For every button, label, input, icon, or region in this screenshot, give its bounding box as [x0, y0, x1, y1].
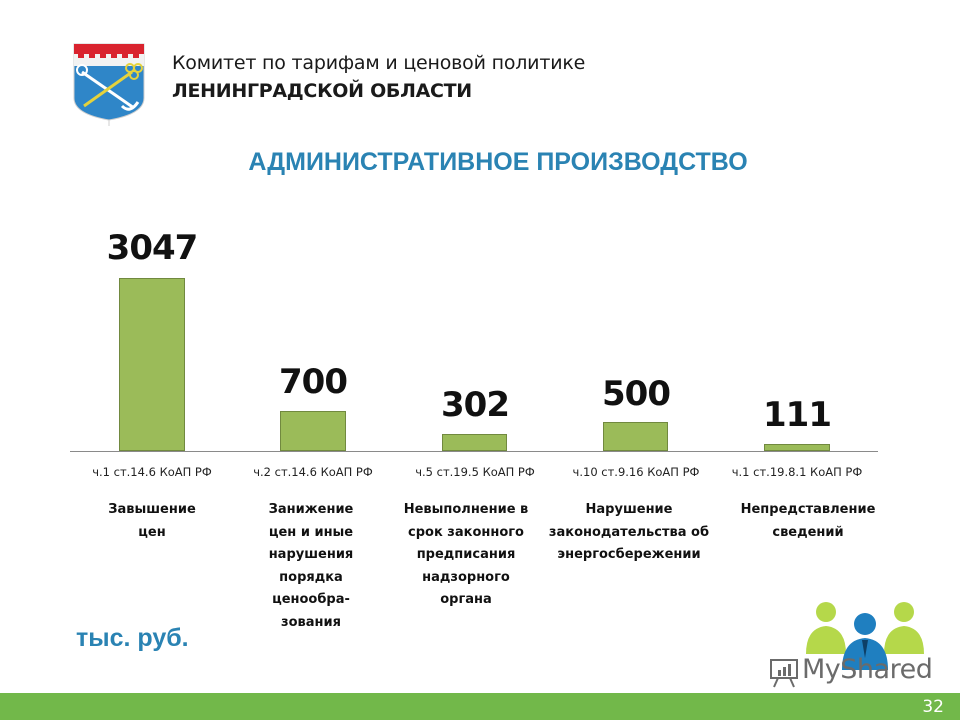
description-line: срок законного [408, 524, 524, 540]
description-line: нарушения [268, 547, 354, 562]
description-line: надзорного [422, 569, 510, 585]
category-label: ч.1 ст.14.6 КоАП РФ [92, 465, 212, 479]
category-description: Занижение цен и иные нарушения порядка ц… [231, 499, 391, 634]
category-description: Завышение цен [72, 499, 232, 544]
description-line: порядка [279, 569, 343, 585]
myshared-people-icon [806, 602, 924, 670]
description-line: предписания [416, 547, 516, 562]
bar-value-label: 500 [602, 374, 671, 414]
category-label: ч.2 ст.14.6 КоАП РФ [253, 465, 373, 479]
category-label: ч.5 ст.19.5 КоАП РФ [415, 465, 535, 479]
presentation-board-icon [770, 659, 798, 688]
description-line: ценообра- [272, 592, 350, 607]
x-axis-line [70, 451, 878, 452]
description-line: энергосбережении [557, 547, 701, 562]
slide-title: АДМИНИСТРАТИВНОЕ ПРОИЗВОДСТВО [248, 148, 748, 176]
bar-value-label: 111 [763, 395, 832, 435]
description-line: Непредставление [740, 502, 876, 517]
description-line: зования [281, 614, 341, 630]
category-description: Нарушение законодательства об энергосбер… [529, 499, 729, 567]
category-description: Непредставление сведений [718, 499, 898, 544]
description-line: Завышение [108, 502, 196, 517]
bar [764, 444, 830, 451]
bar [442, 434, 507, 451]
description-line: Нарушение [585, 502, 673, 517]
page-number: 32 [922, 697, 944, 717]
bar-value-label: 700 [279, 362, 348, 402]
coat-of-arms-icon [73, 43, 145, 126]
category-label: ч.1 ст.19.8.1 КоАП РФ [731, 465, 863, 479]
bar-value-label: 3047 [106, 228, 199, 268]
bar [119, 278, 185, 451]
description-line: цен и иные [268, 524, 354, 540]
bar [603, 422, 668, 451]
description-line: сведений [772, 524, 844, 540]
bar [280, 411, 346, 451]
bar-value-label: 302 [441, 385, 510, 425]
description-line: органа [440, 592, 492, 607]
description-line: Невыполнение в [403, 502, 529, 517]
description-line: законодательства об [548, 524, 710, 540]
unit-label: тыс. руб. [76, 624, 189, 652]
description-line: цен [138, 524, 166, 540]
organization-region: ЛЕНИНГРАДСКОЙ ОБЛАСТИ [172, 80, 472, 102]
organization-name: Комитет по тарифам и ценовой политике [172, 52, 586, 74]
category-description: Невыполнение в срок законного предписани… [386, 499, 546, 612]
description-line: Занижение [268, 502, 354, 517]
category-label: ч.10 ст.9.16 КоАП РФ [572, 465, 700, 479]
watermark-text: MyShared [802, 654, 933, 685]
footer-bar [0, 693, 960, 720]
